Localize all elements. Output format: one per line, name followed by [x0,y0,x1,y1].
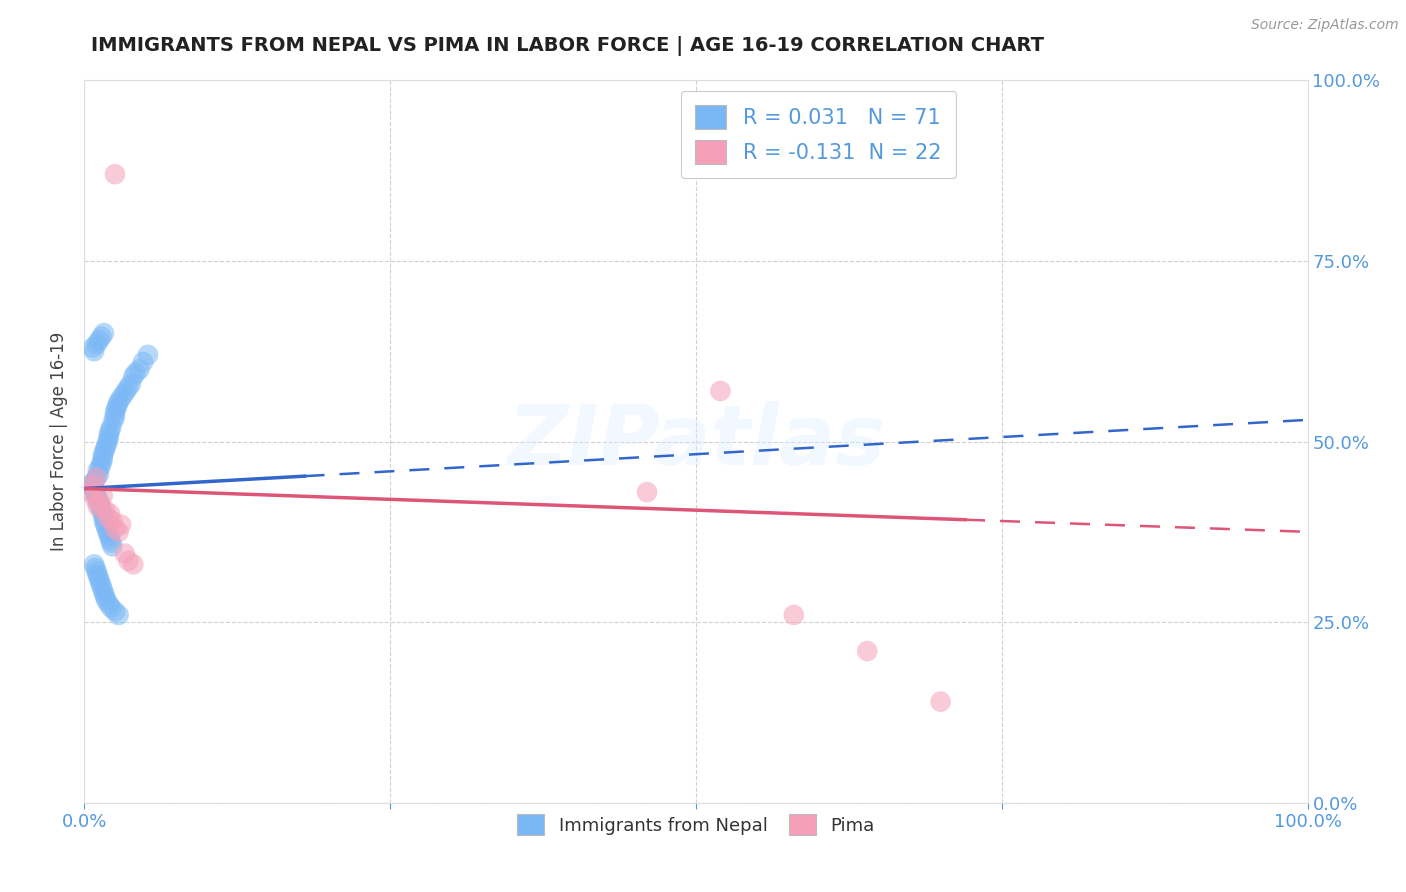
Point [79,478,101,492]
Point [87,467,110,481]
Point [91,582,114,597]
Point [114,547,136,561]
Point [107,607,129,622]
Point [93,514,115,528]
Point [89,496,111,510]
Point [104,409,127,424]
Point [101,539,124,553]
Point [97,427,120,442]
Point [91,489,114,503]
Point [94,590,117,604]
Point [96,593,118,607]
Point [87,463,110,477]
Point [98,507,121,521]
Point [112,387,135,401]
Point [87,568,110,582]
Point [87,572,110,586]
Point [107,394,129,409]
Point [117,554,139,568]
Point [84,492,107,507]
Point [94,503,117,517]
Point [86,470,108,484]
Point [97,510,120,524]
Point [929,695,952,709]
Point [89,459,111,474]
Point [98,532,121,546]
Point [84,561,107,575]
Point [91,507,114,521]
Point [91,452,114,467]
Point [89,575,111,590]
Point [97,524,120,539]
Point [97,431,120,445]
Point [117,380,139,394]
Point [97,528,120,542]
Point [93,326,115,340]
Point [101,514,124,528]
Point [90,579,112,593]
Point [136,348,159,362]
Point [87,496,110,510]
Y-axis label: In Labor Force | Age 16-19: In Labor Force | Age 16-19 [51,332,69,551]
Point [86,337,108,351]
Point [93,586,115,600]
Point [82,341,104,355]
Point [104,604,127,618]
Point [87,492,110,507]
Point [636,485,658,500]
Point [98,424,121,438]
Point [82,478,104,492]
Point [97,434,120,449]
Text: ZIPatlas: ZIPatlas [508,401,884,482]
Point [91,449,114,463]
Point [82,482,104,496]
Point [89,500,111,514]
Point [87,334,110,348]
Point [104,521,127,535]
Point [856,644,879,658]
Point [87,500,110,514]
Point [96,438,118,452]
Point [83,558,105,572]
Point [105,398,128,412]
Point [94,517,117,532]
Point [110,391,132,405]
Point [93,510,115,524]
Point [83,344,105,359]
Point [90,456,112,470]
Point [90,330,112,344]
Point [100,535,122,549]
Point [83,475,105,489]
Point [120,376,142,391]
Point [122,558,145,572]
Point [115,384,138,398]
Text: IMMIGRANTS FROM NEPAL VS PIMA IN LABOR FORCE | AGE 16-19 CORRELATION CHART: IMMIGRANTS FROM NEPAL VS PIMA IN LABOR F… [91,36,1045,55]
Point [97,597,120,611]
Legend: Immigrants from Nepal, Pima: Immigrants from Nepal, Pima [508,805,884,845]
Point [104,406,127,420]
Point [90,503,112,517]
Point [96,521,118,535]
Point [104,167,127,181]
Text: Source: ZipAtlas.com: Source: ZipAtlas.com [1251,18,1399,32]
Point [100,600,122,615]
Point [110,517,132,532]
Point [86,470,108,484]
Point [84,485,107,500]
Point [128,362,150,376]
Point [709,384,731,398]
Point [100,420,122,434]
Point [93,445,115,459]
Point [107,524,129,539]
Point [105,402,128,417]
Point [783,607,806,622]
Point [125,366,148,380]
Point [122,369,145,384]
Point [94,442,117,456]
Point [103,413,125,427]
Point [79,485,101,500]
Point [132,355,155,369]
Point [86,565,108,579]
Point [86,489,108,503]
